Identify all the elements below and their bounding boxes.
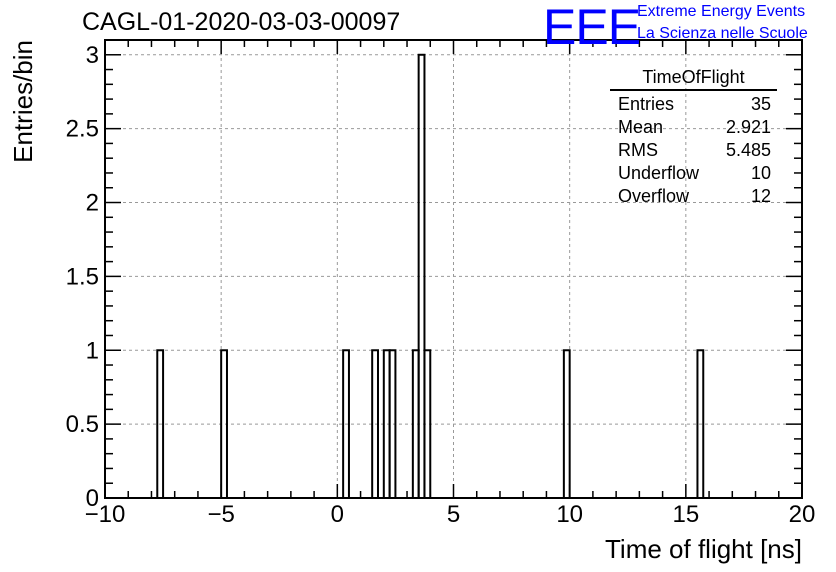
logo-line-2: La Scienza nelle Scuole [637,25,808,42]
stats-value: 10 [750,163,771,183]
x-tick-label: 20 [789,501,816,528]
y-tick-label: 1.5 [66,263,99,290]
histogram-bin [423,349,432,499]
x-tick-label: −5 [207,501,234,528]
stats-label: Mean [618,117,664,137]
stats-label: Underflow [618,163,700,183]
stats-label: RMS [618,140,658,160]
x-tick-label: −10 [85,501,126,528]
histogram-bin [388,349,397,499]
stats-label: Overflow [618,186,690,206]
axis-ticks [104,39,803,499]
x-tick-label: 5 [447,501,460,528]
stats-label: Entries [618,94,675,114]
x-tick-label: 15 [672,501,699,528]
stats-value: 35 [750,94,771,114]
y-tick-label: 0 [86,485,99,512]
y-tick-label: 2.5 [66,116,99,143]
stats-row: Underflow 10 [610,162,777,185]
tick-labels: −10 −5 0 5 10 15 20 0 0.5 1 1.5 2 2.5 3 [66,42,816,528]
histogram-bin [562,349,571,499]
y-axis-label: Entries/bin [8,40,38,163]
y-tick-label: 1 [86,337,99,364]
chart-title: CAGL-01-2020-03-03-00097 [82,8,401,36]
x-tick-label: 10 [556,501,583,528]
x-tick-label: 0 [331,501,344,528]
y-tick-label: 3 [86,42,99,69]
stats-value: 12 [750,186,771,206]
stats-row: Entries 35 [610,93,777,116]
stats-value: 2.921 [725,117,771,137]
eee-logo: EEE [543,0,641,55]
histogram-bin [220,349,228,499]
logo-line-1: Extreme Energy Events [637,3,806,20]
stats-value: 5.485 [725,140,771,160]
x-axis-label: Time of flight [ns] [605,534,802,564]
stats-row: RMS 5.485 [610,139,777,162]
stats-row: Overflow 12 [610,185,777,208]
stats-box: TimeOfFlight Entries 35 Mean 2.921 RMS 5.485 U… [610,67,777,208]
stats-row: Mean 2.921 [610,116,777,139]
y-tick-label: 0.5 [66,411,99,438]
stats-box-name: TimeOfFlight [610,67,777,91]
y-tick-label: 2 [86,190,99,217]
